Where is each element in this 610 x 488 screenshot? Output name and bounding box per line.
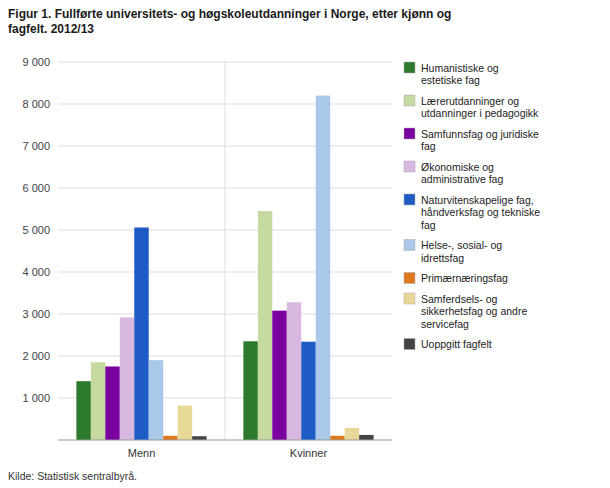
y-tick-label: 5 000 [22,224,50,236]
legend-label: Helse-, sosial- ogidrettsfag [421,239,502,264]
bar [134,227,148,440]
y-tick-label: 2 000 [22,350,50,362]
legend-swatch [404,128,415,139]
bar [105,367,119,441]
legend-swatch [404,95,415,106]
bar [359,435,373,440]
group-divider [225,62,226,440]
bar [76,381,90,440]
legend-swatch [404,339,415,350]
y-tick-label: 9 000 [22,56,50,68]
source-note: Kilde: Statistisk sentralbyrå. [8,470,137,482]
legend-label: Økonomiske ogadministrative fag [421,161,503,186]
legend-swatch [404,273,415,284]
legend-label: Primærnæringsfag [421,272,508,284]
legend-swatch [404,293,415,304]
bar [192,436,206,440]
legend-label: Humanistiske ogestetiske fag [421,62,499,87]
legend-label: Samferdsels- ogsikkerhetsfag og andreser… [421,293,527,330]
title: Figur 1. Fullførte universitets- og høgs… [8,7,451,36]
x-tick-label: Kvinner [290,447,328,459]
bar [178,406,192,440]
legend-label: Uoppgitt fagfelt [421,338,492,350]
legend-swatch [404,161,415,172]
bar [243,341,257,440]
bar [301,342,315,440]
bar [345,428,359,440]
y-tick-label: 7 000 [22,140,50,152]
legend-label: Lærerutdanninger ogutdanninger i pedagog… [421,95,539,120]
y-tick-label: 6 000 [22,182,50,194]
bar [91,362,105,440]
legend-label: Samfunnsfag og juridiskefag [421,128,539,153]
bar [272,311,286,440]
bar [120,317,134,440]
bar [330,436,344,440]
background [0,0,610,488]
bar [163,436,177,440]
x-axis-line [58,440,392,441]
y-tick-label: 3 000 [22,308,50,320]
bar [149,360,163,440]
bar [258,211,272,440]
legend: Humanistiske ogestetiske fag Lærerutdanni… [404,62,540,351]
legend-swatch [404,240,415,251]
legend-swatch [404,194,415,205]
bar [287,302,301,440]
bar [316,96,330,440]
y-tick-label: 1 000 [22,392,50,404]
chart: Figur 1. Fullførte universitets- og høgs… [0,0,610,488]
y-tick-label: 8 000 [22,98,50,110]
x-tick-label: Menn [128,447,156,459]
legend-swatch [404,62,415,73]
legend-label: Naturvitenskapelige fag,håndverksfag og … [421,194,540,231]
y-tick-label: 4 000 [22,266,50,278]
bars [76,96,373,440]
